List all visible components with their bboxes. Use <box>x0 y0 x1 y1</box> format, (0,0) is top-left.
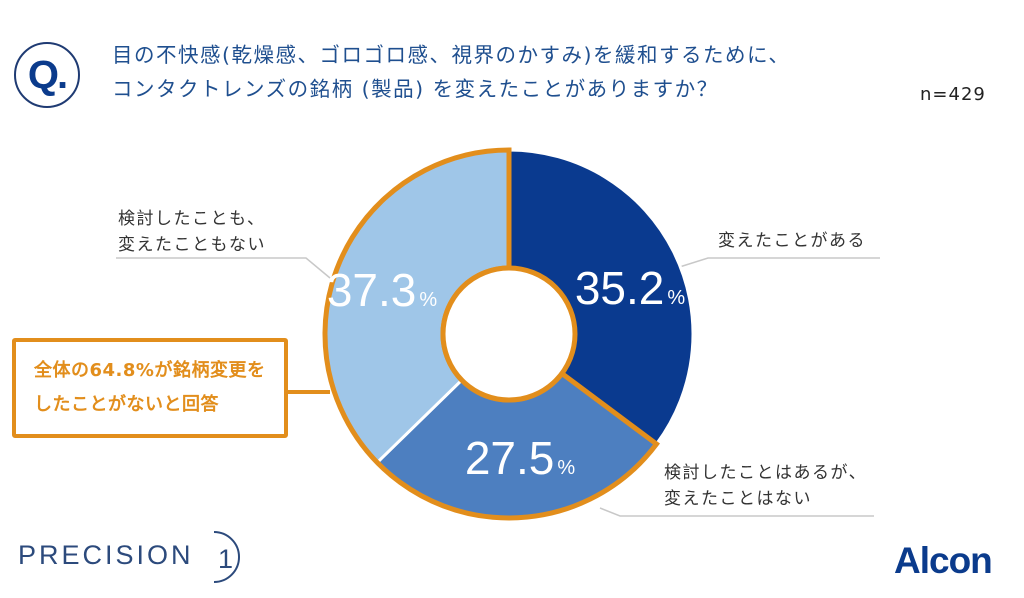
callout-box: 全体の64.8%が銘柄変更を したことがないと回答 <box>12 338 288 438</box>
question-title-line-1: 目の不快感(乾燥感、ゴロゴロ感、視界のかすみ)を緩和するために、 <box>112 43 791 67</box>
question-badge-text: Q. <box>27 52 68 97</box>
question-title: 目の不快感(乾燥感、ゴロゴロ感、視界のかすみ)を緩和するために、 コンタクトレン… <box>112 38 790 106</box>
callout-line-1: 全体の64.8%が銘柄変更を <box>34 360 266 381</box>
leader-line-considered <box>599 507 874 517</box>
slice-label-considered-line-2: 変えたことはない <box>664 489 812 509</box>
value-labels: 35.2 %27.5 %37.3% <box>327 262 686 484</box>
value-unit-considered: % <box>557 457 575 479</box>
leader-lines <box>116 257 880 517</box>
question-title-line-2: コンタクトレンズの銘柄 (製品) を変えたことがありますか？ <box>112 77 719 101</box>
value-number-considered: 27.5 <box>465 432 555 484</box>
donut-hole <box>440 265 578 403</box>
value-number-changed: 35.2 <box>575 262 665 314</box>
value-label-changed: 35.2% <box>575 262 686 314</box>
precision1-numeral: 1 <box>218 544 233 574</box>
precision1-logo-text: PRECISION <box>18 540 194 570</box>
highlight-outline <box>322 147 660 521</box>
value-label-never: 37.3% <box>327 264 438 316</box>
value-unit-changed: % <box>667 287 685 309</box>
slice-label-changed-line-1: 変えたことがある <box>718 231 866 251</box>
slice-label-considered-line-1: 検討したことはあるが、 <box>664 463 868 483</box>
alcon-logo: Alcon <box>894 540 993 581</box>
question-badge: Q. <box>14 42 80 108</box>
leader-line-changed <box>669 257 880 271</box>
sample-size: n=429 <box>920 84 986 105</box>
slice-label-changed: 変えたことがある <box>718 228 866 254</box>
slice-label-never-line-1: 検討したことも、 <box>118 209 266 229</box>
slice-label-never-line-2: 変えたこともない <box>118 235 266 255</box>
value-unit-never: % <box>419 289 437 311</box>
leader-line-never <box>116 257 331 279</box>
value-number-never: 37.3 <box>327 264 417 316</box>
callout-line-2: したことがないと回答 <box>34 394 219 415</box>
value-label-considered: 27.5% <box>465 432 576 484</box>
slice-label-never: 検討したことも、 変えたこともない <box>118 206 266 258</box>
precision1-logo-mark: 1 <box>213 531 240 583</box>
slice-label-considered: 検討したことはあるが、 変えたことはない <box>664 460 867 512</box>
